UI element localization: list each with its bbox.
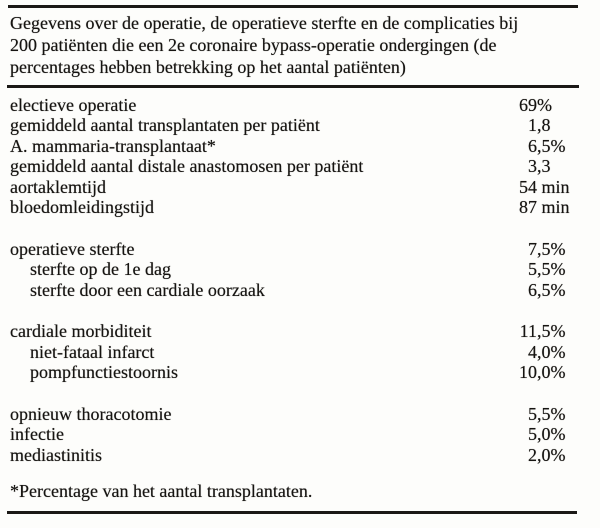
value-fraction-unit: ,5%: [537, 403, 566, 424]
row-value: 7,5%: [503, 239, 580, 260]
table-row: infectie 5,0%: [10, 424, 590, 445]
value-fraction-unit: ,0%: [537, 444, 566, 465]
table-row: gemiddeld aantal transplantaten per pati…: [10, 115, 590, 136]
value-fraction-unit: %: [537, 94, 552, 115]
table-caption: Gegevens over de operatie, de operatieve…: [10, 13, 590, 78]
table-row: operatieve sterfte 7,5%: [10, 239, 590, 260]
value-fraction-unit: min: [537, 197, 570, 218]
table-row: pompfunctiestoornis 10,0%: [10, 362, 590, 383]
table-row: sterfte op de 1e dag 5,5%: [10, 259, 590, 280]
row-label: gemiddeld aantal transplantaten per pati…: [10, 115, 320, 136]
value-fraction-unit: min: [537, 176, 570, 197]
row-value: 10,0%: [503, 362, 580, 383]
value-fraction-unit: ,5%: [537, 259, 566, 280]
value-fraction-unit: ,0%: [537, 424, 566, 445]
table-row: niet-fataal infarct 4,0%: [10, 342, 590, 363]
row-value: 54 min: [503, 177, 580, 198]
value-fraction-unit: ,5%: [537, 238, 566, 259]
row-value: 4,0%: [503, 342, 580, 363]
table-group: electieve operatie 69% gemiddeld aantal tr…: [10, 95, 590, 218]
value-integer-part: 5: [528, 403, 537, 424]
value-integer-part: 5: [528, 424, 537, 445]
row-label: mediastinitis: [10, 444, 102, 465]
value-integer-part: 87: [519, 197, 537, 218]
row-label: gemiddeld aantal distale anastomosen per…: [10, 156, 364, 177]
row-value: 6,5%: [503, 136, 580, 157]
row-label: opnieuw thoracotomie: [10, 403, 172, 424]
table-row: electieve operatie 69%: [10, 95, 590, 116]
table-row: opnieuw thoracotomie 5,5%: [10, 404, 590, 425]
value-integer-part: 4: [528, 341, 537, 362]
row-value: 3,3: [503, 156, 580, 177]
table-row: mediastinitis 2,0%: [10, 445, 590, 466]
row-label: operatieve sterfte: [10, 238, 135, 259]
value-integer-part: 3: [528, 156, 537, 177]
table-body: electieve operatie 69% gemiddeld aantal tr…: [10, 95, 590, 466]
table-group: operatieve sterfte 7,5% sterfte op de 1e d…: [10, 239, 590, 301]
caption-line: Gegevens over de operatie, de operatieve…: [10, 13, 519, 33]
value-fraction-unit: ,5%: [537, 321, 566, 342]
row-label: sterfte door een cardiale oorzaak: [30, 279, 265, 300]
value-integer-part: 1: [528, 115, 537, 136]
table-row: sterfte door een cardiale oorzaak 6,5%: [10, 280, 590, 301]
value-fraction-unit: ,3: [537, 156, 551, 177]
value-integer-part: 69: [519, 94, 537, 115]
table-group: opnieuw thoracotomie 5,5% infectie 5,0% medi…: [10, 404, 590, 466]
value-integer-part: 54: [519, 176, 537, 197]
row-value: 5,5%: [503, 259, 580, 280]
value-integer-part: 5: [528, 259, 537, 280]
table-row: A. mammaria-transplantaat* 6,5%: [10, 136, 590, 157]
row-value: 5,0%: [503, 424, 580, 445]
row-label: pompfunctiestoornis: [30, 362, 178, 383]
row-label: sterfte op de 1e dag: [30, 259, 171, 280]
value-integer-part: 7: [528, 238, 537, 259]
row-label: aortaklemtijd: [10, 176, 106, 197]
row-value: 2,0%: [503, 445, 580, 466]
table-row: aortaklemtijd 54 min: [10, 177, 590, 198]
row-label: niet-fataal infarct: [30, 341, 155, 362]
value-integer-part: 10: [519, 362, 537, 383]
row-value: 1,8: [503, 115, 580, 136]
row-value: 6,5%: [503, 280, 580, 301]
table-footnote: *Percentage van het aantal transplantate…: [10, 481, 313, 502]
row-value: 5,5%: [503, 404, 580, 425]
value-integer-part: 6: [528, 135, 537, 156]
row-label: bloedomleidingstijd: [10, 197, 154, 218]
value-integer-part: 2: [528, 444, 537, 465]
table-row: bloedomleidingstijd 87 min: [10, 197, 590, 218]
row-label: A. mammaria-transplantaat*: [10, 135, 216, 156]
row-value: 69%: [503, 95, 580, 116]
caption-line: 200 patiënten die een 2e coronaire bypas…: [10, 34, 497, 55]
row-value: 87 min: [503, 197, 580, 218]
top-rule: [8, 5, 578, 8]
row-label: infectie: [10, 424, 64, 445]
value-integer-part: 11: [519, 321, 537, 342]
row-label: cardiale morbiditeit: [10, 321, 152, 342]
row-value: 11,5%: [503, 321, 580, 342]
value-fraction-unit: ,5%: [537, 135, 566, 156]
header-rule: [7, 85, 579, 88]
value-fraction-unit: ,0%: [537, 341, 566, 362]
table-row: gemiddeld aantal distale anastomosen per…: [10, 156, 590, 177]
row-label: electieve operatie: [10, 94, 137, 115]
value-integer-part: 6: [528, 279, 537, 300]
table-row: cardiale morbiditeit 11,5%: [10, 321, 590, 342]
bottom-rule: [7, 511, 577, 515]
value-fraction-unit: ,5%: [537, 279, 566, 300]
caption-line: percentages hebben betrekking op het aan…: [10, 56, 406, 77]
table-group: cardiale morbiditeit 11,5% niet-fataal inf…: [10, 321, 590, 383]
value-fraction-unit: ,0%: [537, 362, 566, 383]
value-fraction-unit: ,8: [537, 115, 551, 136]
